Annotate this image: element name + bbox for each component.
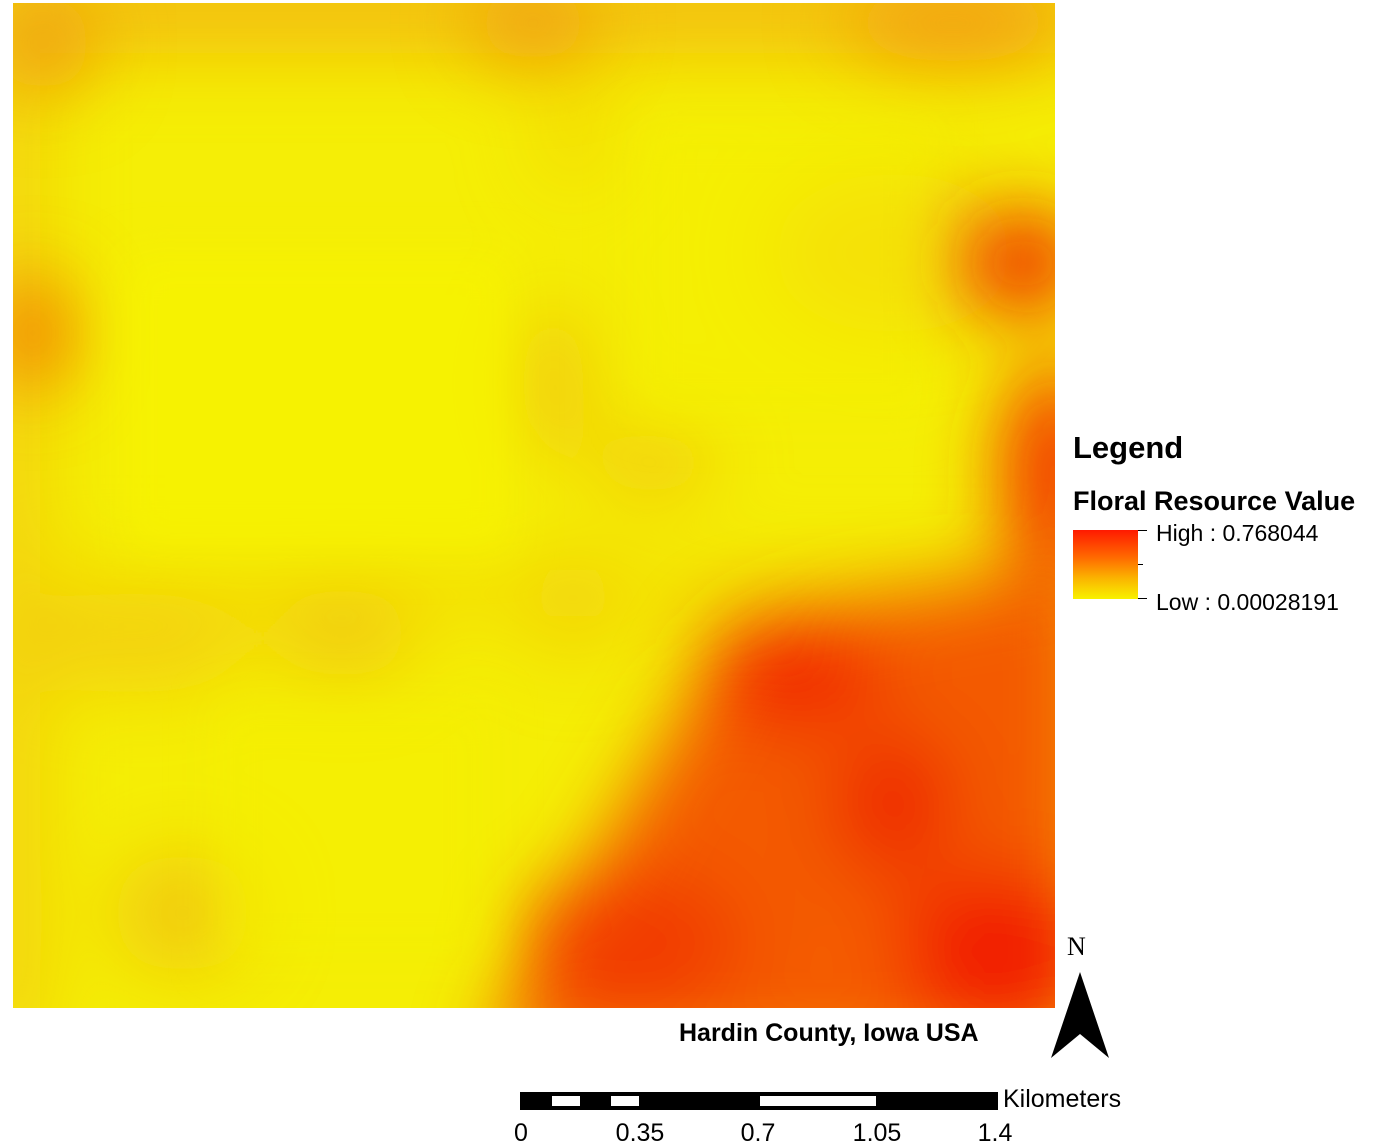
- place-label: Hardin County, Iowa USA: [679, 1019, 979, 1047]
- scale-tick-label: 0: [514, 1119, 528, 1147]
- scale-tick-label: 0.7: [740, 1119, 776, 1147]
- north-label: N: [1067, 932, 1086, 961]
- floral-value-surface: [13, 3, 1055, 1008]
- scale-bar: [520, 1092, 998, 1110]
- scale-units: Kilometers: [1003, 1085, 1122, 1113]
- legend-layer-name: Floral Resource Value: [1073, 486, 1356, 516]
- legend-tick-low: [1138, 598, 1147, 599]
- scale-tick-label: 0.35: [615, 1119, 665, 1147]
- scale-tick-label: 1.05: [852, 1119, 902, 1147]
- map-raster: [13, 3, 1055, 1008]
- legend-title: Legend: [1073, 430, 1184, 465]
- legend-color-ramp: [1073, 530, 1138, 599]
- legend-high-label: High : 0.768044: [1156, 520, 1319, 546]
- legend-low-label: Low : 0.00028191: [1156, 589, 1339, 615]
- legend-tick-high: [1138, 530, 1147, 531]
- scale-tick-label: 1.4: [977, 1119, 1013, 1147]
- north-arrow-icon: [1051, 972, 1109, 1058]
- legend-tick-mid: [1138, 564, 1143, 565]
